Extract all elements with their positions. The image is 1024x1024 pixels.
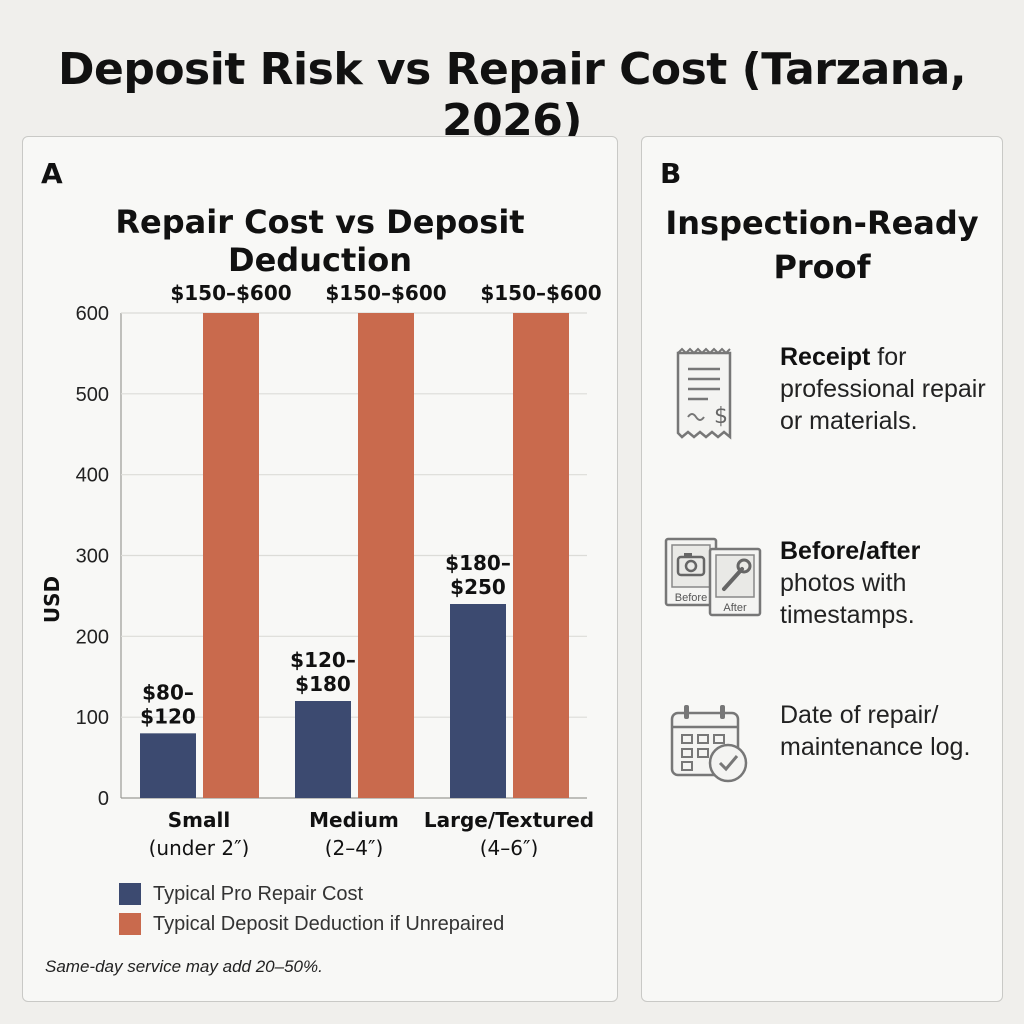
footnote: Same-day service may add 20–50%. bbox=[45, 957, 323, 976]
x-tick-label-1-line-0: Medium bbox=[309, 808, 399, 832]
x-tick-label-2-line-0: Large/Textured bbox=[424, 808, 594, 832]
page-title: Deposit Risk vs Repair Cost (Tarzana, 20… bbox=[57, 44, 967, 146]
bar-deposit-deduction-1 bbox=[358, 313, 414, 798]
legend-swatch-pro-repair bbox=[119, 883, 141, 905]
data-label-pro-repair-1-line-1: $180 bbox=[295, 672, 351, 696]
calendar-clock-icon bbox=[670, 705, 748, 783]
y-tick-label-200: 200 bbox=[76, 626, 109, 648]
proof-text-photos: Before/after photos with timestamps. bbox=[780, 537, 921, 629]
legend-swatch-deposit-deduction bbox=[119, 913, 141, 935]
before-after-photos-icon: Before After bbox=[664, 537, 762, 617]
y-tick-label-600: 600 bbox=[76, 303, 109, 325]
chart-title: Repair Cost vs Deposit Deduction bbox=[115, 203, 525, 279]
legend-entry-pro-repair: Typical Pro Repair Cost bbox=[119, 879, 504, 909]
legend-label-pro-repair: Typical Pro Repair Cost bbox=[153, 882, 364, 905]
y-axis-title: USD bbox=[40, 576, 64, 623]
panel-b: B Inspection-Ready Proof $ Receipt for p… bbox=[641, 136, 1003, 1002]
bar-pro-repair-1 bbox=[295, 701, 351, 798]
bar-chart: 0 100 200 300 400 500 600 USD $80–$120 $150–$600 S… bbox=[40, 281, 602, 857]
svg-text:After: After bbox=[723, 602, 747, 614]
proof-text-receipt: Receipt for professional repair or mater… bbox=[780, 343, 986, 435]
x-tick-label-1-line-1: (2–4″) bbox=[325, 836, 384, 857]
data-label-pro-repair-1-line-0: $120– bbox=[290, 648, 356, 672]
panel-a-letter: A bbox=[41, 157, 63, 190]
data-label-pro-repair-0-line-0: $80– bbox=[142, 680, 194, 704]
x-tick-label-0-line-0: Small bbox=[168, 808, 230, 832]
receipt-icon: $ bbox=[676, 347, 732, 440]
y-tick-label-0: 0 bbox=[98, 788, 109, 810]
chart-legend: Typical Pro Repair Cost Typical Deposit … bbox=[119, 879, 504, 939]
y-tick-label-300: 300 bbox=[76, 546, 109, 568]
y-tick-label-500: 500 bbox=[76, 384, 109, 406]
bar-pro-repair-0 bbox=[140, 733, 196, 798]
y-tick-label-100: 100 bbox=[76, 707, 109, 729]
bar-deposit-deduction-0 bbox=[203, 313, 259, 798]
panel-b-letter: B bbox=[660, 157, 682, 190]
bar-pro-repair-2 bbox=[450, 604, 506, 798]
data-label-deposit-deduction-2: $150–$600 bbox=[480, 281, 601, 305]
data-label-pro-repair-0-line-1: $120 bbox=[140, 704, 196, 728]
y-tick-label-400: 400 bbox=[76, 465, 109, 487]
proof-text-log: Date of repair/ maintenance log. bbox=[780, 701, 971, 761]
panel-a: A Repair Cost vs Deposit Deduction 0 100 2… bbox=[22, 136, 618, 1002]
svg-text:Before: Before bbox=[675, 592, 707, 604]
data-label-pro-repair-2-line-0: $180– bbox=[445, 551, 511, 575]
x-tick-label-2-line-1: (4–6″) bbox=[480, 836, 539, 857]
svg-text:$: $ bbox=[714, 404, 728, 429]
data-label-deposit-deduction-0: $150–$600 bbox=[170, 281, 291, 305]
legend-entry-deposit-deduction: Typical Deposit Deduction if Unrepaired bbox=[119, 909, 504, 939]
x-tick-label-0-line-1: (under 2″) bbox=[149, 836, 250, 857]
bar-deposit-deduction-2 bbox=[513, 313, 569, 798]
panel-b-title: Inspection-Ready Proof bbox=[665, 204, 979, 286]
legend-label-deposit-deduction: Typical Deposit Deduction if Unrepaired bbox=[153, 912, 505, 935]
data-label-pro-repair-2-line-1: $250 bbox=[450, 575, 506, 599]
data-label-deposit-deduction-1: $150–$600 bbox=[325, 281, 446, 305]
